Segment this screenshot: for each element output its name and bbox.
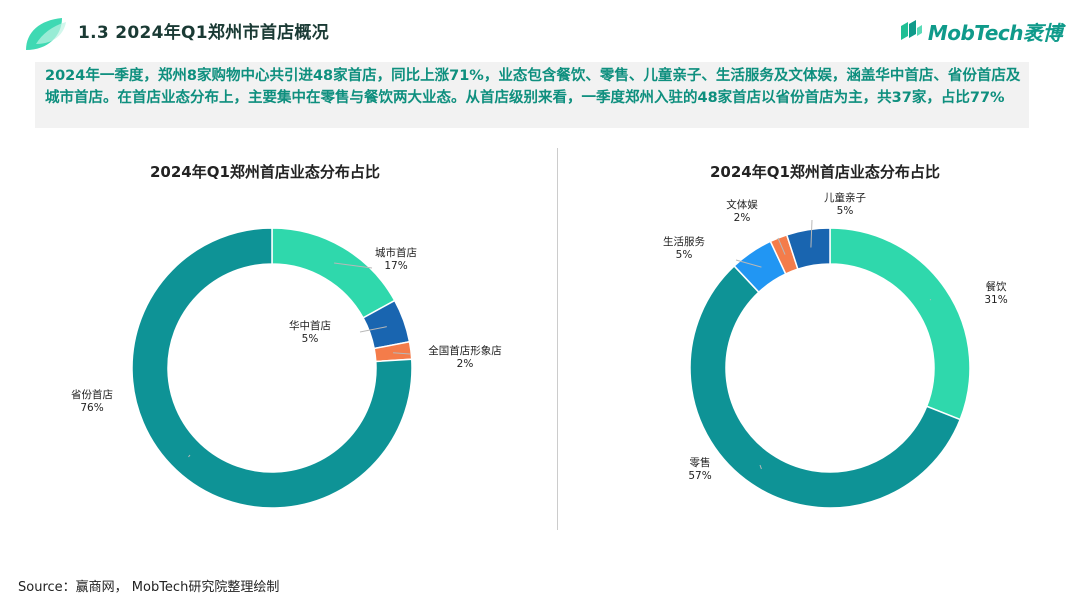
source-note: Source：赢商网， MobTech研究院整理绘制 [18,580,280,595]
mobtech-logo-icon [900,20,922,40]
slice-label-3: 文体娱 [726,198,758,211]
left-chart-title: 2024年Q1郑州首店业态分布占比 [150,163,380,181]
slice-value-3: 2% [734,212,751,224]
slice-value-0: 17% [384,260,407,272]
leader-line-2 [735,259,762,268]
divider [557,148,558,530]
leader-line-1 [759,464,762,470]
page-title: 1.3 2024年Q1郑州市首店概况 [78,23,330,43]
slice-value-1: 57% [688,470,711,482]
slice-label-4: 儿童亲子 [824,191,866,204]
leaf-icon [26,18,66,50]
slice-label-2: 全国首店形象店 [428,344,502,357]
slice-label-3: 省份首店 [71,388,113,401]
slice-label-2: 生活服务 [663,235,705,248]
leader-line-3 [777,237,786,255]
donut-slice-0 [829,227,971,421]
slice-label-0: 餐饮 [986,280,1007,293]
brand-logo: MobTech袤博 [898,16,1063,46]
leader-line-2 [393,352,411,355]
leader-line-0 [334,262,373,269]
leader-line-1 [359,326,387,333]
slice-label-0: 城市首店 [375,246,417,259]
slice-value-0: 31% [984,294,1007,306]
slice-label-1: 零售 [690,456,711,469]
leader-line-4 [810,219,813,248]
slice-label-1: 华中首店 [289,319,331,332]
donut-slice-4 [785,227,831,271]
right-chart-title: 2024年Q1郑州首店业态分布占比 [710,163,940,181]
donut-slice-1 [689,264,962,509]
slice-value-2: 5% [676,249,693,261]
slice-value-3: 76% [80,402,103,414]
slice-value-1: 5% [302,333,319,345]
brand-name: MobTech袤博 [927,20,1063,45]
leader-line-3 [188,454,191,458]
leader-line-0 [929,299,932,301]
slice-value-4: 5% [837,205,854,217]
summary-text: 2024年一季度，郑州8家购物中心共引进48家首店，同比上涨71%，业态包含餐饮… [35,62,1029,128]
donut-slice-3 [131,227,413,509]
slice-value-2: 2% [457,358,474,370]
